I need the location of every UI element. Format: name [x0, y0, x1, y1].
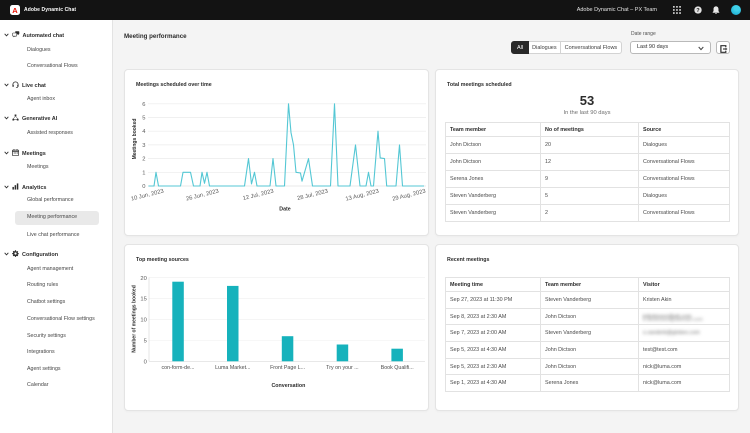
svg-text:Conversation: Conversation	[271, 383, 305, 389]
svg-text:12 Jul, 2023: 12 Jul, 2023	[242, 189, 274, 202]
svg-text:15: 15	[140, 297, 146, 303]
svg-text:10: 10	[140, 318, 146, 324]
svg-text:?: ?	[696, 8, 700, 14]
svg-text:Front Page L...: Front Page L...	[270, 365, 305, 371]
svg-text:Date: Date	[279, 207, 291, 213]
svg-text:Meetings booked: Meetings booked	[132, 119, 138, 160]
svg-text:5: 5	[142, 116, 145, 122]
svg-text:10 Jun, 2023: 10 Jun, 2023	[130, 189, 164, 203]
svg-text:6: 6	[142, 102, 145, 108]
svg-text:13 Aug, 2023: 13 Aug, 2023	[345, 189, 380, 203]
svg-text:0: 0	[142, 184, 145, 190]
svg-text:5: 5	[144, 339, 147, 345]
svg-text:2: 2	[142, 157, 145, 163]
svg-text:con-form-de...: con-form-de...	[162, 365, 195, 371]
svg-text:0: 0	[144, 360, 147, 366]
svg-text:1: 1	[142, 170, 145, 176]
svg-text:4: 4	[142, 129, 146, 135]
svg-text:Book Qualifi...: Book Qualifi...	[381, 365, 414, 371]
svg-text:29 Aug, 2023: 29 Aug, 2023	[392, 189, 427, 203]
svg-text:Try on your ...: Try on your ...	[326, 365, 358, 371]
svg-text:20: 20	[140, 276, 146, 282]
svg-text:26 Jun, 2023: 26 Jun, 2023	[185, 189, 219, 203]
svg-text:Luma Market...: Luma Market...	[215, 365, 250, 371]
svg-text:Number of meetings booked: Number of meetings booked	[132, 285, 138, 353]
svg-text:A: A	[12, 6, 18, 15]
svg-text:3: 3	[142, 143, 145, 149]
svg-text:28 Jul, 2023: 28 Jul, 2023	[297, 189, 329, 202]
